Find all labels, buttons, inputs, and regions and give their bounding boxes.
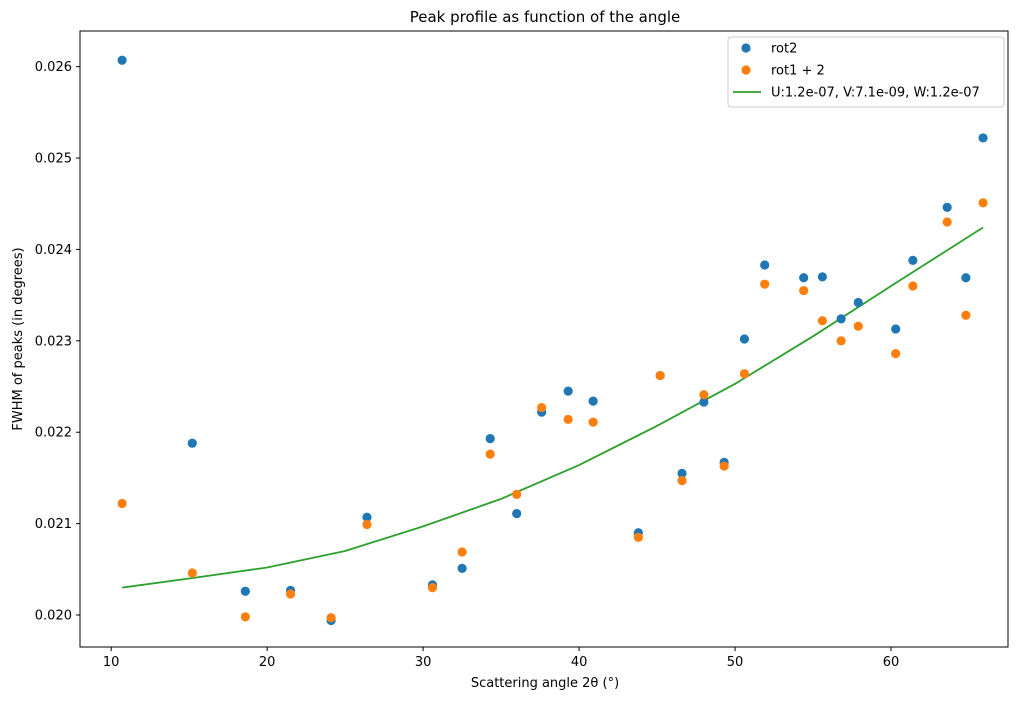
y-tick-label: 0.020 — [35, 609, 72, 624]
scatter-point — [285, 589, 296, 599]
legend-box — [727, 36, 1005, 108]
scatter-point — [739, 369, 750, 379]
scatter-point — [588, 417, 598, 427]
y-tick-label: 0.024 — [35, 243, 72, 258]
axes-frame — [79, 30, 1009, 648]
scatter-point — [891, 349, 901, 359]
scatter-point — [836, 336, 846, 346]
y-tick-label: 0.025 — [35, 152, 72, 167]
scatter-point — [908, 255, 918, 266]
legend-label: rot2 — [771, 42, 797, 57]
plot-area: 10 20 30 40 50 60 0.020 0.021 0.022 0.023 0.024 0.0… — [35, 30, 1009, 670]
scatter-point — [537, 402, 547, 413]
legend-label: rot1 + 2 — [771, 64, 825, 79]
scatter-point — [240, 612, 250, 622]
scatter-point — [563, 386, 573, 396]
y-tick-label: 0.022 — [35, 426, 72, 441]
scatter-point — [362, 512, 372, 522]
scatter-point — [633, 532, 643, 542]
scatter-point — [187, 568, 197, 578]
x-tick-label: 30 — [415, 655, 432, 670]
scatter-point — [961, 273, 971, 283]
scatter-point — [240, 586, 250, 596]
scatter-point — [512, 508, 522, 519]
x-tick-label: 20 — [259, 655, 276, 670]
scatter-point — [457, 563, 467, 574]
x-tick-label: 40 — [571, 655, 588, 670]
scatter-point — [485, 449, 495, 459]
legend-marker — [741, 65, 751, 75]
scatter-point — [739, 334, 750, 344]
scatter-point — [760, 279, 770, 289]
scatter-point — [427, 582, 438, 593]
scatter-point — [961, 310, 971, 320]
x-tick-label: 10 — [103, 655, 120, 670]
scatter-point — [799, 273, 809, 283]
legend-marker — [741, 43, 751, 53]
scatter-point — [563, 414, 573, 425]
y-tick-label: 0.026 — [35, 60, 72, 75]
scatter-point — [817, 272, 828, 282]
scatter-point — [677, 468, 687, 478]
scatter-point — [978, 133, 988, 143]
scatter-point — [457, 547, 467, 557]
scatter-point — [512, 489, 522, 499]
scatter-point — [853, 321, 863, 331]
legend-label: U:1.2e-07, V:7.1e-09, W:1.2e-07 — [771, 86, 980, 101]
scatter-point — [699, 397, 709, 407]
series-rot1-plus-2 — [117, 198, 988, 623]
y-axis-label: FWHM of peaks (in degrees) — [11, 247, 26, 430]
scatter-point — [117, 498, 127, 509]
x-tick-label: 50 — [727, 655, 744, 670]
scatter-point — [942, 217, 952, 227]
scatter-point — [485, 434, 495, 444]
scatter-point — [655, 370, 665, 381]
y-tick-label: 0.023 — [35, 334, 72, 349]
scatter-point — [326, 613, 336, 623]
scatter-point — [588, 396, 598, 406]
chart-title: Peak profile as function of the angle — [410, 8, 681, 26]
scatter-point — [362, 519, 372, 530]
scatter-point — [942, 202, 952, 212]
scatter-point — [853, 297, 863, 308]
legend: rot2 rot1 + 2 U:1.2e-07, V:7.1e-09, W:1.2e… — [727, 36, 1005, 108]
scatter-point — [117, 55, 127, 65]
scatter-point — [799, 285, 809, 296]
fit-line — [121, 226, 984, 589]
scatter-point — [760, 260, 770, 270]
scatter-point — [719, 461, 729, 471]
y-tick-label: 0.021 — [35, 517, 72, 532]
scatter-point — [891, 324, 901, 334]
scatter-point — [908, 281, 918, 291]
scatter-point — [699, 390, 709, 400]
x-tick-label: 60 — [883, 655, 900, 670]
scatter-point — [677, 476, 687, 486]
scatter-point — [978, 198, 988, 208]
scatter-point — [836, 314, 846, 324]
x-axis-label: Scattering angle 2θ (°) — [471, 676, 619, 691]
scatter-point — [817, 316, 828, 326]
scatter-point — [187, 438, 197, 448]
